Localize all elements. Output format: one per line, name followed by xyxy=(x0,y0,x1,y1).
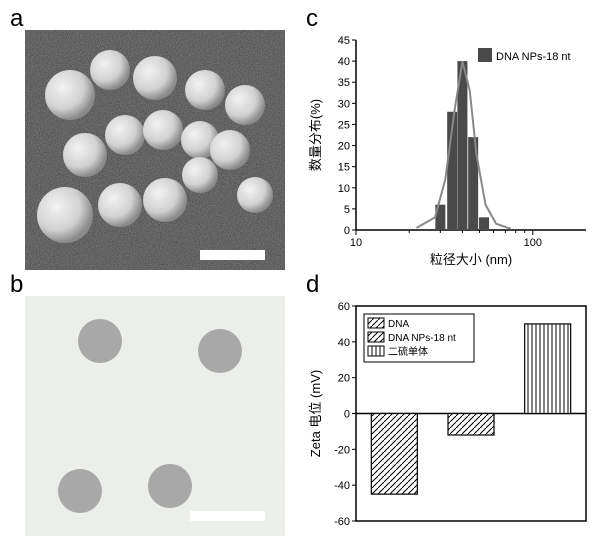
histogram-c: 0 5 10 15 20 25 30 35 40 45 10 100 数量分布(%) 粒径大小 (nm) D… xyxy=(306,30,596,270)
micrograph-a xyxy=(25,30,285,270)
svg-text:粒径大小 (nm): 粒径大小 (nm) xyxy=(430,252,512,267)
svg-text:20: 20 xyxy=(338,141,350,153)
svg-text:35: 35 xyxy=(338,77,350,89)
svg-text:100: 100 xyxy=(524,237,542,249)
svg-text:5: 5 xyxy=(344,204,350,216)
svg-text:DNA: DNA xyxy=(388,319,409,330)
svg-text:数量分布(%): 数量分布(%) xyxy=(308,99,323,171)
panel-d: d -60-40-200204060Zeta 电位 (mV)DNADNA NPs… xyxy=(306,276,596,536)
svg-text:45: 45 xyxy=(338,35,350,47)
svg-text:10: 10 xyxy=(338,183,350,195)
micrograph-b xyxy=(25,296,285,536)
svg-text:40: 40 xyxy=(338,56,350,68)
svg-text:20: 20 xyxy=(338,373,350,385)
svg-text:25: 25 xyxy=(338,119,350,131)
svg-text:Zeta 电位 (mV): Zeta 电位 (mV) xyxy=(308,370,323,457)
svg-text:0: 0 xyxy=(344,409,350,421)
svg-text:DNA NPs-18 nt: DNA NPs-18 nt xyxy=(496,51,571,63)
panel-d-label: d xyxy=(306,271,319,299)
panel-c: c 05101520253035404510100数量分布(%)粒径大小 (nm… xyxy=(306,10,596,270)
svg-text:30: 30 xyxy=(338,98,350,110)
panel-c-label: c xyxy=(306,5,318,33)
svg-text:60: 60 xyxy=(338,301,350,313)
panel-a: a xyxy=(10,10,300,270)
panel-b: b xyxy=(10,276,300,536)
barchart-d: -60 -40 -20 0 20 40 60 Zeta 电位 (mV) DNA DNA NPs-1… xyxy=(306,296,596,536)
svg-text:40: 40 xyxy=(338,337,350,349)
svg-text:二硫单体: 二硫单体 xyxy=(388,345,428,358)
panel-b-label: b xyxy=(10,271,23,299)
svg-text:10: 10 xyxy=(350,237,362,249)
figure-grid: a c 05101520253035404510100数量分布(%)粒径大小 (… xyxy=(10,10,606,536)
svg-text:-60: -60 xyxy=(334,516,350,528)
svg-text:DNA NPs-18 nt: DNA NPs-18 nt xyxy=(388,333,456,344)
svg-text:-40: -40 xyxy=(334,480,350,492)
svg-text:0: 0 xyxy=(344,225,350,237)
svg-text:15: 15 xyxy=(338,162,350,174)
panel-a-label: a xyxy=(10,5,23,33)
svg-text:-20: -20 xyxy=(334,444,350,456)
